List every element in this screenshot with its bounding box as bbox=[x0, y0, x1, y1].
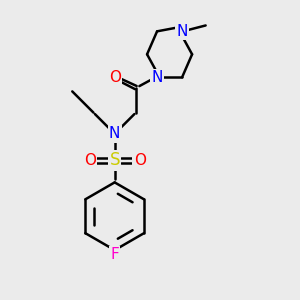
Text: S: S bbox=[110, 151, 120, 169]
Text: O: O bbox=[109, 70, 121, 85]
Text: F: F bbox=[110, 247, 119, 262]
Text: O: O bbox=[134, 153, 146, 168]
Text: N: N bbox=[152, 70, 163, 85]
Text: N: N bbox=[176, 24, 188, 39]
Text: O: O bbox=[84, 153, 96, 168]
Text: N: N bbox=[109, 126, 120, 141]
